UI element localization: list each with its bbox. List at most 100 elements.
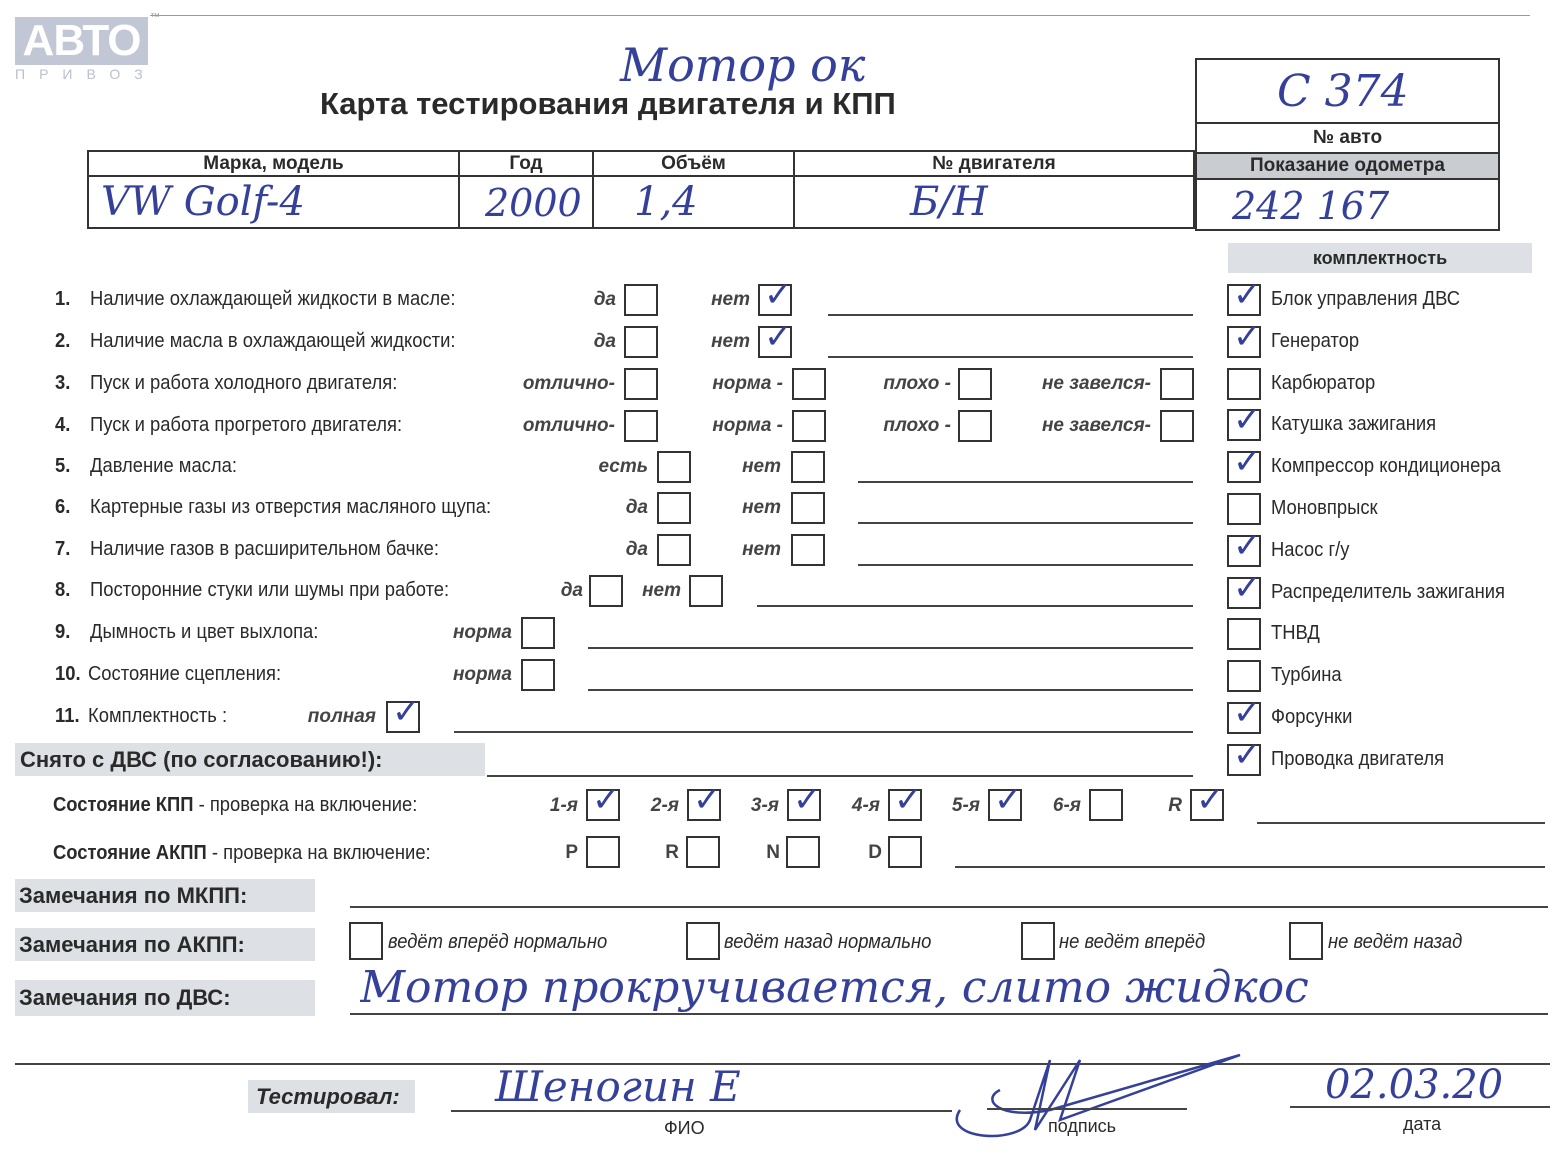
gear-checkbox[interactable]: ✓	[586, 783, 621, 821]
completeness-header: комплектность	[1228, 243, 1532, 273]
notes-line[interactable]	[858, 522, 1193, 524]
gear-checkbox[interactable]: ✓	[888, 783, 923, 821]
option-checkbox[interactable]	[1160, 368, 1194, 400]
checklist-label: Посторонние стуки или шумы при работе:	[90, 579, 450, 601]
akpp-remark-checkbox[interactable]	[1021, 922, 1055, 960]
option-checkbox[interactable]	[624, 326, 658, 358]
option-checkbox[interactable]	[657, 492, 691, 524]
akpp-gear-checkbox[interactable]	[888, 836, 922, 868]
gear-label: 4-я	[851, 795, 880, 816]
option-checkbox[interactable]	[521, 617, 555, 649]
checklist-label: Наличие масла в охлаждающей жидкости:	[90, 330, 456, 352]
dvs-remarks-value[interactable]: Мотор прокручивается, слито жидкос	[360, 962, 1309, 1013]
gear-checkbox[interactable]: ✓	[687, 783, 722, 821]
checkmark-icon: ✓	[1233, 442, 1262, 483]
notes-line[interactable]	[588, 647, 1193, 649]
handwritten-engine-ok: Мотор ок	[620, 38, 866, 92]
option-checkbox[interactable]	[792, 368, 826, 400]
checklist-number: 10.	[55, 663, 81, 685]
akpp-line[interactable]	[955, 866, 1545, 868]
col-engine-number: № двигателя	[793, 150, 1195, 177]
completeness-item-label: Катушка зажигания	[1271, 413, 1437, 436]
completeness-checkbox[interactable]	[1227, 493, 1261, 525]
signature-caption: подпись	[1048, 1116, 1117, 1136]
completeness-checkbox[interactable]: ✓	[1227, 320, 1262, 358]
akpp-gear-checkbox[interactable]	[786, 836, 820, 868]
option-checkbox[interactable]	[791, 492, 825, 524]
option-checkbox[interactable]	[792, 410, 826, 442]
completeness-item-label: ТНВД	[1271, 622, 1320, 645]
gear-checkbox[interactable]: ✓	[1190, 783, 1225, 821]
option-checkbox[interactable]	[791, 534, 825, 566]
akpp-remark-checkbox[interactable]	[349, 922, 383, 960]
completeness-checkbox[interactable]: ✓	[1227, 571, 1262, 609]
completeness-item-label: Распределитель зажигания	[1271, 580, 1505, 603]
option-checkbox[interactable]	[791, 451, 825, 483]
checkmark-icon: ✓	[764, 317, 793, 357]
option-checkbox[interactable]	[521, 659, 555, 691]
notes-line[interactable]	[757, 605, 1193, 607]
akpp-gear-checkbox[interactable]	[686, 836, 720, 868]
option-label: не завелся-	[1041, 373, 1151, 394]
notes-line[interactable]	[828, 314, 1193, 316]
volume-value: 1,4	[634, 179, 698, 225]
checklist-number: 4.	[55, 414, 71, 436]
logo-subtitle: ПРИВОЗ	[15, 66, 157, 82]
option-label: нет	[711, 331, 750, 352]
akpp-remark-checkbox[interactable]	[686, 922, 720, 960]
option-checkbox[interactable]	[657, 534, 691, 566]
notes-line[interactable]	[588, 689, 1193, 691]
notes-line[interactable]	[828, 356, 1193, 358]
col-make-model: Марка, модель	[87, 150, 460, 177]
option-checkbox[interactable]: ✓	[758, 278, 793, 316]
option-checkbox[interactable]	[657, 451, 691, 483]
completeness-checkbox[interactable]: ✓	[1227, 696, 1262, 734]
completeness-checkbox[interactable]	[1227, 660, 1261, 693]
completeness-item-label: Карбюратор	[1271, 371, 1376, 394]
checkmark-icon: ✓	[693, 780, 722, 820]
option-checkbox[interactable]	[624, 410, 658, 442]
completeness-checkbox[interactable]: ✓	[1227, 738, 1262, 776]
akpp-remarks-label: Замечания по АКПП:	[15, 928, 315, 961]
gear-label: 2-я	[650, 795, 679, 816]
make-model-value: VW Golf-4	[101, 179, 305, 225]
notes-line[interactable]	[858, 481, 1193, 483]
option-checkbox[interactable]	[958, 410, 992, 442]
dvs-remarks-line	[350, 1013, 1548, 1015]
option-checkbox[interactable]	[958, 368, 992, 400]
gear-checkbox[interactable]: ✓	[787, 783, 822, 821]
option-checkbox[interactable]: ✓	[386, 695, 421, 733]
completeness-checkbox[interactable]: ✓	[1227, 529, 1262, 567]
gear-checkbox[interactable]	[1089, 789, 1123, 821]
option-label: норма	[452, 664, 512, 685]
date-value[interactable]: 02.03.20	[1325, 1062, 1504, 1108]
option-checkbox[interactable]	[1160, 410, 1194, 442]
option-label: да	[593, 331, 616, 352]
option-checkbox[interactable]	[624, 284, 658, 316]
completeness-checkbox[interactable]	[1227, 367, 1261, 400]
akpp-gear-checkbox[interactable]	[586, 836, 620, 868]
option-checkbox[interactable]	[689, 575, 723, 607]
completeness-checkbox[interactable]: ✓	[1227, 278, 1262, 316]
option-checkbox[interactable]	[589, 575, 623, 607]
tester-name-value[interactable]: Шеногин Е	[495, 1062, 741, 1111]
akpp-gear-label: N	[766, 842, 780, 863]
logo-tm: ™	[150, 12, 160, 23]
akpp-remark-checkbox[interactable]	[1289, 922, 1323, 960]
gear-checkbox[interactable]: ✓	[988, 783, 1023, 821]
checkmark-icon: ✓	[1233, 400, 1262, 441]
notes-line[interactable]	[454, 731, 1193, 733]
removed-line[interactable]	[487, 775, 1193, 777]
notes-line[interactable]	[858, 564, 1193, 566]
mkpp-remarks-line[interactable]	[350, 906, 1548, 908]
completeness-checkbox[interactable]: ✓	[1227, 445, 1262, 484]
completeness-checkbox[interactable]	[1227, 618, 1261, 651]
checkmark-icon: ✓	[1233, 275, 1262, 315]
kpp-line[interactable]	[1257, 822, 1545, 824]
option-checkbox[interactable]	[624, 368, 658, 400]
checkmark-icon: ✓	[1233, 525, 1262, 566]
option-label: нет	[711, 289, 750, 310]
completeness-checkbox[interactable]: ✓	[1227, 403, 1262, 442]
option-checkbox[interactable]: ✓	[758, 320, 793, 358]
checklist-label: Пуск и работа прогретого двигателя:	[90, 414, 403, 436]
